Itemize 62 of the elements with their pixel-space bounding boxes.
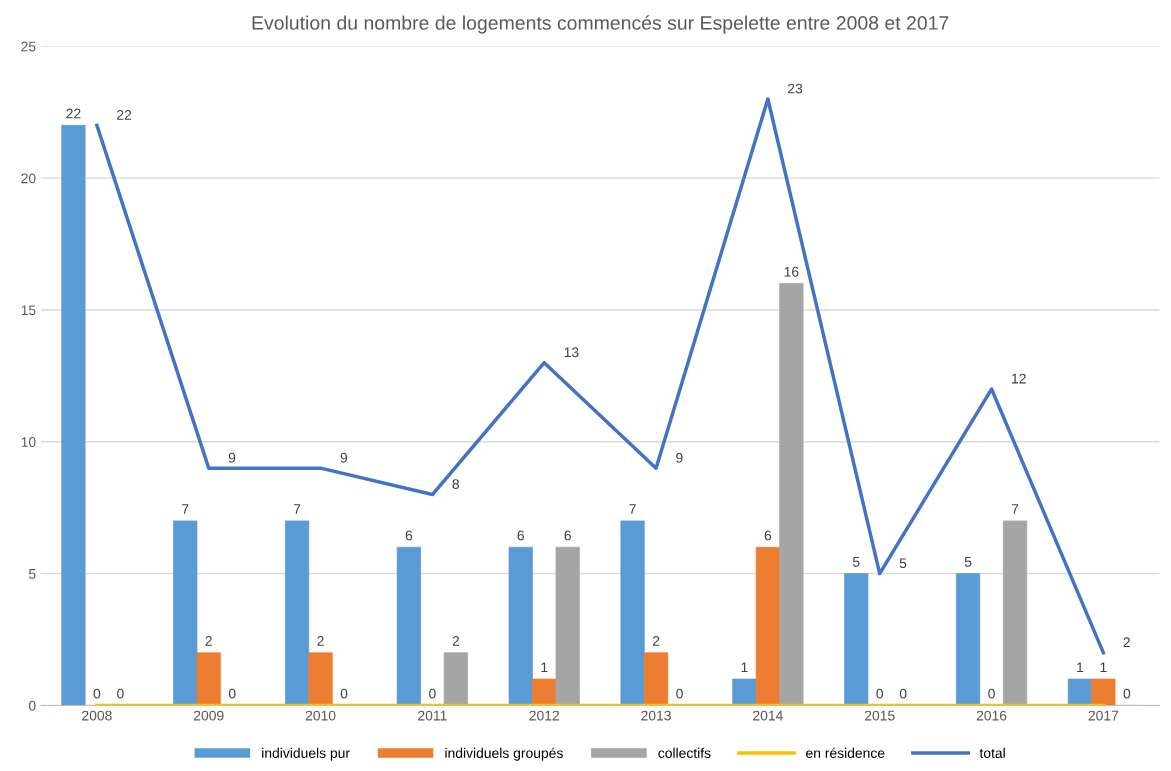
- y-tick-label: 15: [21, 305, 36, 316]
- data-label: 2: [205, 635, 212, 646]
- x-tick-label: 2009: [193, 710, 224, 721]
- x-tick-label: 2012: [529, 710, 559, 721]
- data-label: 0: [340, 688, 348, 699]
- legend-label: total: [979, 747, 1005, 758]
- x-tick-label: 2015: [864, 710, 895, 721]
- data-label: 5: [964, 557, 972, 567]
- data-label: 22: [117, 110, 132, 120]
- data-label: 12: [1012, 373, 1026, 384]
- y-tick-label: 25: [21, 41, 36, 52]
- data-label: 1: [741, 662, 748, 673]
- data-label: 13: [564, 347, 579, 358]
- data-label: 2: [652, 635, 660, 646]
- x-tick-label: 2008: [82, 710, 112, 721]
- data-label: 0: [429, 688, 436, 699]
- data-label: 9: [340, 452, 348, 463]
- data-label: 6: [764, 530, 772, 541]
- data-label: 6: [405, 530, 413, 541]
- data-label: 0: [228, 688, 236, 699]
- data-label: 23: [788, 83, 803, 94]
- x-tick-label: 2014: [753, 710, 783, 721]
- data-label: 6: [564, 530, 571, 541]
- data-label: 9: [228, 452, 236, 463]
- data-label: 0: [899, 688, 907, 699]
- x-tick-label: 2010: [305, 710, 336, 721]
- x-tick-label: 2011: [418, 710, 447, 721]
- data-label: 0: [93, 688, 101, 699]
- data-label: 0: [876, 688, 884, 699]
- data-label: 7: [1011, 504, 1019, 514]
- data-label: 9: [676, 452, 683, 463]
- data-label: 6: [517, 530, 524, 541]
- data-label: 1: [1100, 662, 1107, 673]
- data-label: 2: [452, 635, 460, 646]
- x-tick-label: 2016: [976, 710, 1007, 721]
- data-label: 7: [293, 504, 301, 514]
- data-label: 2: [317, 635, 324, 646]
- data-label: 1: [541, 662, 548, 673]
- legend-label: individuels pur: [262, 747, 350, 761]
- legend-label: en résidence: [806, 747, 885, 758]
- data-label: 0: [676, 688, 683, 699]
- y-tick-label: 5: [28, 569, 36, 579]
- x-tick-label: 2017: [1088, 710, 1119, 721]
- data-label: 5: [852, 557, 860, 567]
- x-tick-label: 2013: [641, 710, 671, 721]
- data-label: 1: [1077, 662, 1084, 673]
- legend-label: collectifs: [658, 747, 711, 758]
- data-label: 2: [1123, 637, 1130, 648]
- data-label: 22: [66, 108, 81, 119]
- data-label: 7: [182, 504, 189, 514]
- data-label: 8: [452, 479, 459, 489]
- data-label: 0: [117, 688, 124, 699]
- data-label: 16: [784, 266, 799, 277]
- y-tick-label: 20: [21, 173, 36, 184]
- y-tick-label: 10: [21, 437, 36, 447]
- chart-title: Evolution du nombre de logements commencés sur Espelette entre 2008 et 2017: [252, 15, 949, 34]
- data-label: 0: [988, 688, 995, 699]
- y-tick-label: 0: [28, 700, 36, 711]
- data-label: 0: [1123, 688, 1131, 699]
- data-label: 7: [629, 504, 636, 514]
- data-label: 5: [899, 558, 907, 569]
- legend-label: individuels groupés: [445, 747, 563, 761]
